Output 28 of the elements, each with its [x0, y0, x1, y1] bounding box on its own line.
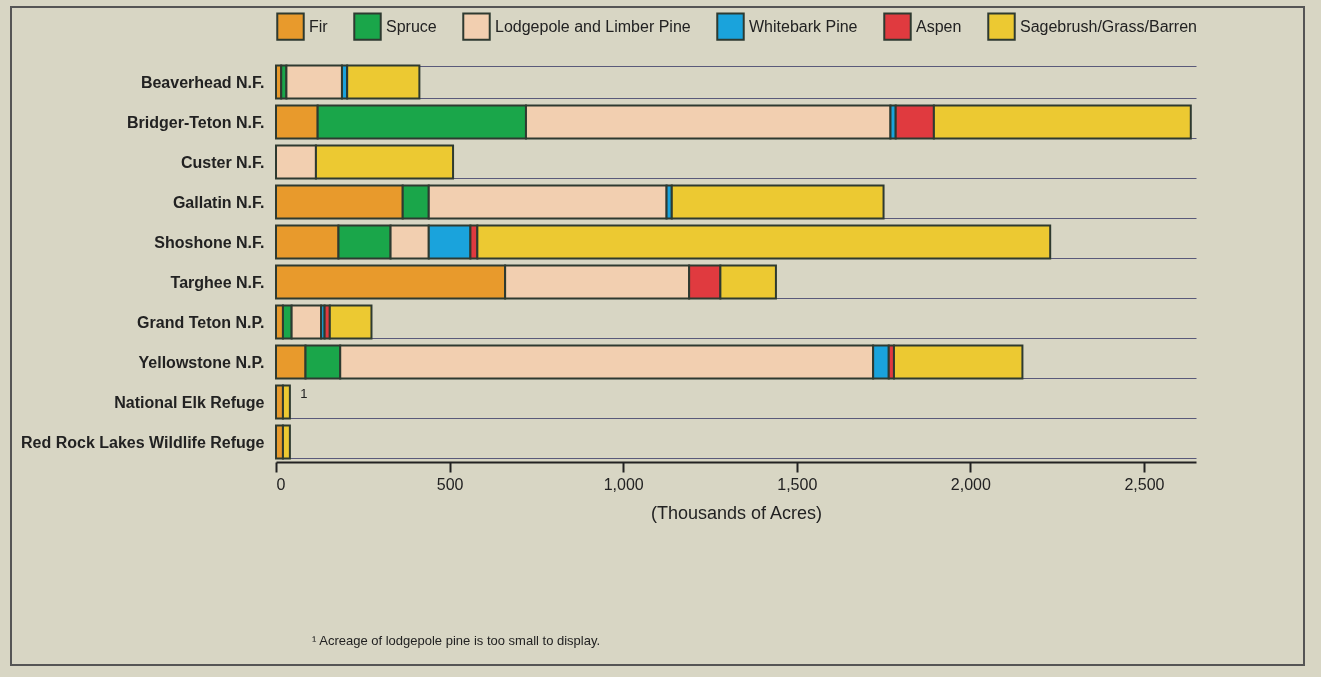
annotation: 1: [300, 386, 308, 401]
y-tick-label: Targhee N.F.: [170, 273, 265, 291]
text: ¹ Acreage of lodgepole pine is too small to display.: [312, 633, 601, 648]
y-tick-label: Red Rock Lakes Wildlife Refuge: [21, 433, 265, 451]
x-tick-label: 2,000: [950, 475, 991, 493]
bar: [670, 184, 885, 220]
y-tick-label: National Elk Refuge: [114, 393, 265, 411]
y-tick-label: Grand Teton N.P.: [137, 313, 265, 331]
y-tick-label: Shoshone N.F.: [154, 233, 265, 251]
legend-label: Spruce: [386, 17, 437, 35]
x-tick-label: 2,500: [1124, 475, 1165, 493]
legend-label: Whitebark Pine: [749, 17, 858, 35]
bar: [892, 344, 1024, 380]
x-tick-label: 0: [276, 475, 286, 493]
legend-label: Aspen: [916, 17, 962, 35]
x-tick-label: 500: [436, 475, 464, 493]
y-tick-label: Custer N.F.: [180, 153, 265, 171]
y-tick-label: Bridger-Teton N.F.: [127, 113, 265, 131]
x-tick-label: 1,500: [777, 475, 818, 493]
x-tick-label: 1,000: [603, 475, 644, 493]
y-tick-label: Gallatin N.F.: [172, 193, 265, 211]
legend-label: Lodgepole and Limber Pine: [495, 17, 691, 35]
legend-label: Sagebrush/Grass/Barren: [1020, 17, 1197, 35]
legend-label: Fir: [309, 17, 329, 35]
y-tick-label: Yellowstone N.P.: [138, 353, 265, 371]
x-axis-title: (Thousands of Acres): [650, 502, 823, 523]
y-tick-label: Beaverhead N.F.: [140, 73, 265, 91]
bar: [328, 304, 373, 340]
